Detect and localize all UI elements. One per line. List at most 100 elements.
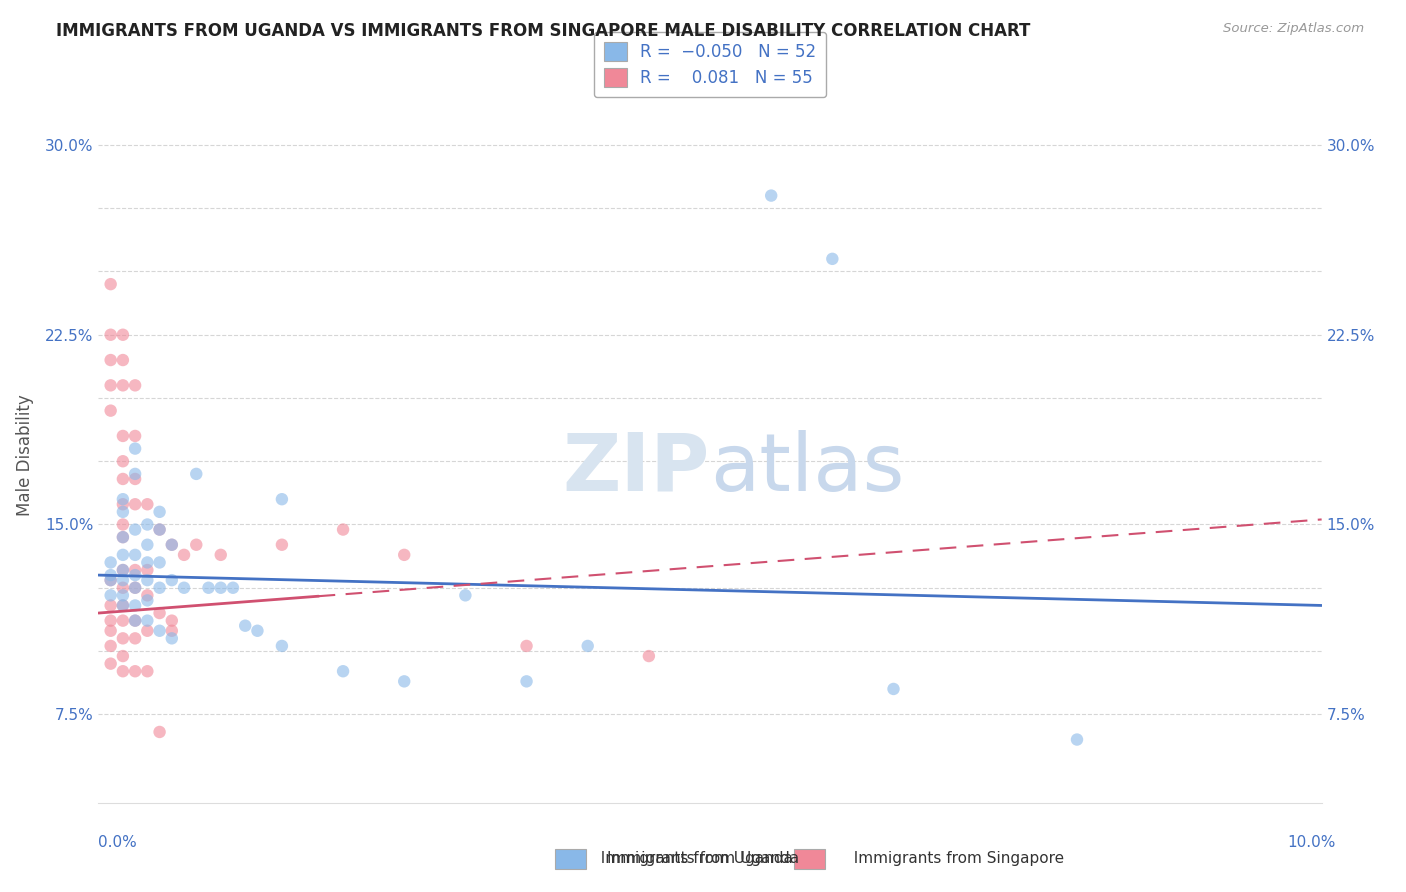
- Point: [392, 548, 416, 562]
- Text: Immigrants from Uganda: Immigrants from Uganda: [607, 851, 799, 865]
- Point: [111, 517, 134, 532]
- Point: [136, 573, 159, 587]
- Point: [111, 563, 134, 577]
- Text: Immigrants from Singapore: Immigrants from Singapore: [844, 851, 1064, 865]
- Point: [516, 674, 538, 689]
- Point: [637, 648, 661, 663]
- Point: [136, 517, 159, 532]
- Text: atlas: atlas: [710, 430, 904, 508]
- Point: [124, 665, 146, 679]
- Point: [124, 614, 146, 628]
- Point: [124, 581, 146, 595]
- Point: [111, 599, 134, 613]
- Point: [160, 538, 183, 552]
- Point: [124, 467, 146, 481]
- Legend: R =  −0.050   N = 52, R =    0.081   N = 55: R = −0.050 N = 52, R = 0.081 N = 55: [593, 32, 827, 97]
- Point: [100, 573, 122, 587]
- Point: [100, 378, 122, 392]
- Point: [149, 523, 172, 537]
- Point: [759, 188, 782, 202]
- Text: ZIP: ZIP: [562, 430, 710, 508]
- Point: [100, 353, 122, 368]
- Point: [124, 523, 146, 537]
- Point: [124, 599, 146, 613]
- Point: [173, 548, 195, 562]
- Point: [124, 548, 146, 562]
- Point: [124, 378, 146, 392]
- Point: [1066, 732, 1088, 747]
- Point: [332, 523, 354, 537]
- Point: [111, 573, 134, 587]
- Point: [136, 665, 159, 679]
- Point: [136, 556, 159, 570]
- Point: [124, 568, 146, 582]
- Point: [111, 614, 134, 628]
- Point: [136, 593, 159, 607]
- Point: [160, 624, 183, 638]
- Point: [136, 614, 159, 628]
- Point: [136, 624, 159, 638]
- Point: [124, 632, 146, 646]
- Point: [124, 442, 146, 456]
- Point: [149, 606, 172, 620]
- Point: [233, 618, 256, 632]
- Point: [100, 599, 122, 613]
- Point: [270, 492, 292, 507]
- Point: [883, 681, 905, 696]
- Point: [111, 429, 134, 443]
- Point: [111, 530, 134, 544]
- Point: [111, 530, 134, 544]
- Point: [111, 327, 134, 342]
- Point: [111, 472, 134, 486]
- Text: Immigrants from Uganda: Immigrants from Uganda: [591, 851, 793, 865]
- Point: [173, 581, 195, 595]
- Point: [149, 624, 172, 638]
- Point: [100, 403, 122, 417]
- Point: [576, 639, 599, 653]
- Point: [149, 581, 172, 595]
- Point: [100, 327, 122, 342]
- Point: [111, 378, 134, 392]
- Point: [111, 632, 134, 646]
- Point: [111, 588, 134, 602]
- Point: [454, 588, 477, 602]
- Point: [516, 639, 538, 653]
- Point: [136, 538, 159, 552]
- Point: [111, 492, 134, 507]
- Point: [100, 556, 122, 570]
- Point: [124, 563, 146, 577]
- Point: [111, 548, 134, 562]
- Point: [149, 523, 172, 537]
- Point: [160, 614, 183, 628]
- Point: [100, 573, 122, 587]
- Point: [136, 497, 159, 511]
- Point: [136, 563, 159, 577]
- Point: [149, 505, 172, 519]
- Point: [124, 472, 146, 486]
- Point: [821, 252, 844, 266]
- Point: [111, 353, 134, 368]
- Point: [111, 505, 134, 519]
- Y-axis label: Male Disability: Male Disability: [15, 394, 34, 516]
- Point: [111, 497, 134, 511]
- Point: [160, 573, 183, 587]
- Point: [209, 581, 232, 595]
- Point: [100, 568, 122, 582]
- Point: [186, 538, 208, 552]
- Point: [186, 467, 208, 481]
- Point: [209, 548, 232, 562]
- Point: [222, 581, 245, 595]
- Point: [100, 277, 122, 292]
- Point: [149, 556, 172, 570]
- Text: 10.0%: 10.0%: [1288, 836, 1336, 850]
- Text: IMMIGRANTS FROM UGANDA VS IMMIGRANTS FROM SINGAPORE MALE DISABILITY CORRELATION : IMMIGRANTS FROM UGANDA VS IMMIGRANTS FRO…: [56, 22, 1031, 40]
- Point: [100, 614, 122, 628]
- Point: [124, 614, 146, 628]
- Point: [111, 581, 134, 595]
- Text: 0.0%: 0.0%: [98, 836, 138, 850]
- Text: Source: ZipAtlas.com: Source: ZipAtlas.com: [1223, 22, 1364, 36]
- Point: [100, 639, 122, 653]
- Point: [270, 538, 292, 552]
- Point: [124, 497, 146, 511]
- Point: [332, 665, 354, 679]
